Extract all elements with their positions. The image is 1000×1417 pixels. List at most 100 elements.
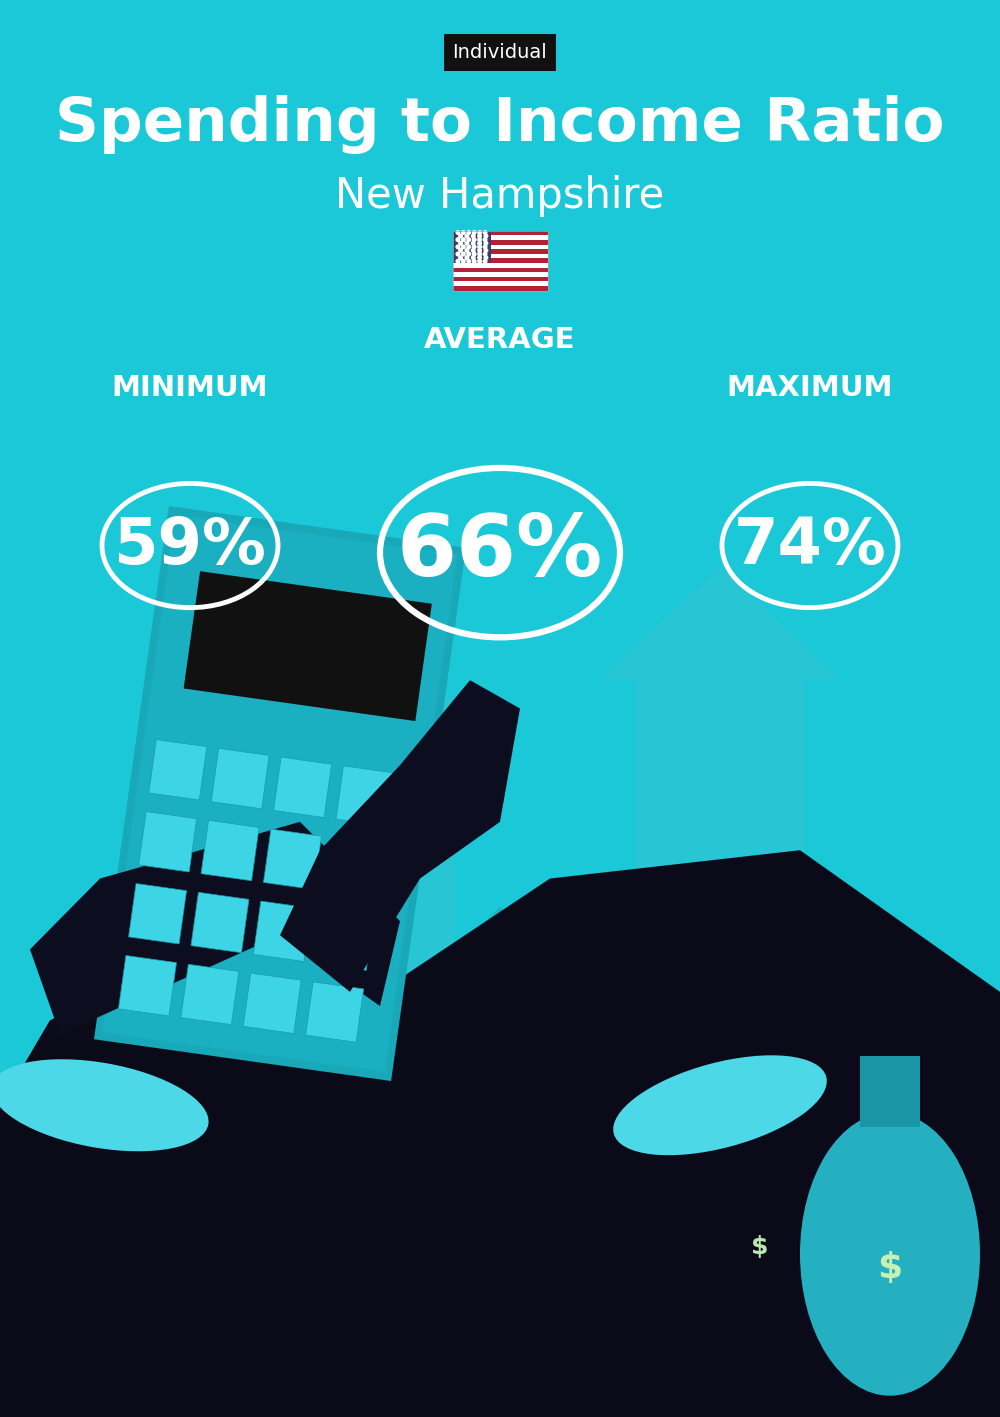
Text: Individual: Individual [453, 43, 547, 62]
Bar [453, 286, 548, 290]
Polygon shape [280, 680, 520, 992]
Polygon shape [181, 965, 239, 1024]
Circle shape [459, 256, 462, 259]
Circle shape [465, 241, 469, 245]
Circle shape [484, 248, 488, 252]
Circle shape [472, 231, 476, 234]
Bar [860, 1056, 920, 1127]
Circle shape [465, 256, 469, 259]
Bar [472, 1190, 527, 1318]
Circle shape [471, 248, 475, 252]
Bar [600, 1260, 740, 1274]
Polygon shape [253, 901, 311, 962]
Circle shape [471, 241, 475, 245]
Bar [453, 249, 548, 254]
Circle shape [467, 245, 471, 248]
Circle shape [456, 252, 460, 256]
Circle shape [467, 238, 471, 241]
Circle shape [462, 231, 465, 234]
Circle shape [472, 245, 476, 248]
Polygon shape [0, 949, 420, 1417]
Circle shape [456, 238, 460, 241]
Text: MAXIMUM: MAXIMUM [727, 374, 893, 402]
Polygon shape [30, 822, 400, 1034]
Bar [735, 1070, 785, 1127]
Circle shape [478, 252, 481, 256]
Polygon shape [139, 812, 197, 871]
Circle shape [478, 234, 481, 238]
Circle shape [478, 238, 481, 241]
Polygon shape [103, 514, 457, 1073]
Circle shape [483, 245, 487, 248]
Bar [453, 258, 548, 264]
Polygon shape [330, 907, 670, 1077]
Circle shape [459, 241, 462, 245]
Polygon shape [191, 893, 249, 952]
Circle shape [467, 252, 471, 256]
Bar [453, 268, 548, 272]
Polygon shape [118, 955, 176, 1016]
Bar [600, 1277, 740, 1291]
Circle shape [472, 238, 476, 241]
Ellipse shape [0, 1060, 209, 1151]
Polygon shape [250, 623, 490, 1049]
Circle shape [472, 259, 476, 264]
Text: $: $ [877, 1251, 903, 1285]
Circle shape [478, 256, 481, 259]
Bar [600, 1311, 740, 1325]
Text: AVERAGE: AVERAGE [424, 326, 576, 354]
Ellipse shape [613, 1056, 827, 1155]
Circle shape [465, 248, 469, 252]
Circle shape [467, 231, 471, 234]
Polygon shape [336, 765, 394, 826]
Polygon shape [201, 820, 259, 881]
Circle shape [465, 234, 469, 238]
Bar [453, 231, 548, 290]
Bar [600, 1294, 740, 1308]
Circle shape [483, 238, 487, 241]
Circle shape [462, 238, 465, 241]
Polygon shape [129, 884, 187, 944]
Circle shape [483, 231, 487, 234]
Ellipse shape [690, 1119, 830, 1346]
Text: 66%: 66% [397, 512, 603, 594]
Text: 74%: 74% [734, 514, 886, 577]
Text: 59%: 59% [114, 514, 266, 577]
Circle shape [483, 252, 487, 256]
Circle shape [467, 259, 471, 264]
Circle shape [642, 1331, 678, 1367]
Polygon shape [243, 973, 301, 1033]
Polygon shape [316, 910, 374, 971]
Circle shape [484, 241, 488, 245]
Circle shape [462, 252, 465, 256]
Circle shape [605, 1323, 635, 1355]
Circle shape [459, 234, 462, 238]
Circle shape [478, 259, 481, 264]
Circle shape [484, 234, 488, 238]
Circle shape [462, 245, 465, 248]
Polygon shape [326, 837, 384, 898]
Bar [453, 231, 548, 235]
Bar [453, 276, 548, 282]
Circle shape [459, 248, 462, 252]
Circle shape [471, 234, 475, 238]
Polygon shape [274, 757, 332, 818]
Polygon shape [94, 506, 466, 1081]
Polygon shape [280, 850, 1000, 1417]
Text: $: $ [751, 1236, 769, 1258]
Text: New Hampshire: New Hampshire [335, 174, 665, 217]
Circle shape [456, 231, 460, 234]
Bar [453, 239, 548, 245]
Text: MINIMUM: MINIMUM [112, 374, 268, 402]
Polygon shape [263, 829, 321, 890]
Circle shape [456, 259, 460, 264]
Polygon shape [184, 571, 432, 721]
Circle shape [686, 1328, 714, 1356]
Polygon shape [149, 740, 207, 801]
Circle shape [483, 259, 487, 264]
Polygon shape [211, 748, 269, 809]
Circle shape [462, 259, 465, 264]
Polygon shape [306, 982, 364, 1043]
Circle shape [478, 231, 481, 234]
Circle shape [484, 256, 488, 259]
